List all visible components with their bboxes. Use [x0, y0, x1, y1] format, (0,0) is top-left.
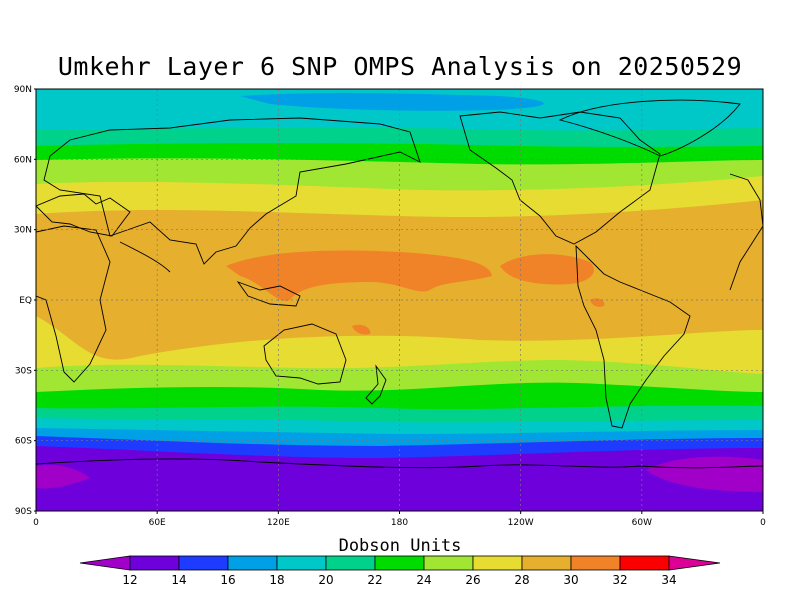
min-region-west [36, 464, 90, 489]
colorbar-segment [129, 555, 180, 571]
colorbar-tick-label: 30 [563, 573, 578, 587]
max-region-south-america [590, 298, 605, 307]
lon-tick-label: 0 [33, 518, 39, 528]
colorbar-tick-label: 26 [465, 573, 480, 587]
lon-tick-label: 60E [149, 518, 166, 528]
colorbar-tick-label: 32 [612, 573, 627, 587]
latitude-axis: 90N 60N 30N EQ 30S 60S 90S [14, 85, 36, 517]
band-south-14 [36, 446, 763, 511]
colorbar-segment [423, 555, 474, 571]
coastlines [36, 99, 763, 469]
colorbar-tick-label: 12 [122, 573, 137, 587]
colorbar-segment [325, 555, 376, 571]
lat-tick-label: 90S [15, 507, 32, 517]
colorbar-segment [276, 555, 327, 571]
colorbar-segment [374, 555, 425, 571]
min-region-east [646, 456, 763, 492]
lon-tick-label: 120E [267, 518, 290, 528]
lat-tick-label: 30N [14, 226, 32, 236]
lon-tick-label: 120W [508, 518, 534, 528]
max-region-south-pacific [352, 324, 371, 335]
lon-tick-label: 0 [760, 518, 766, 528]
lat-tick-label: EQ [19, 296, 32, 306]
colorbar-title: Dobson Units [338, 536, 462, 556]
lat-tick-label: 60N [14, 155, 32, 165]
colorbar-min-triangle [79, 555, 131, 571]
band-north-18 [240, 92, 544, 111]
colorbar: 12 14 16 18 20 22 24 26 28 30 32 34 [79, 555, 721, 587]
max-region-east-pacific [500, 254, 594, 285]
colorbar-tick-label: 24 [416, 573, 431, 587]
lat-tick-label: 60S [15, 437, 32, 447]
colorbar-segment [472, 555, 523, 571]
lon-tick-label: 180 [391, 518, 408, 528]
colorbar-segment [227, 555, 278, 571]
lat-tick-label: 90N [14, 85, 32, 95]
colorbar-segment [521, 555, 572, 571]
lat-tick-label: 30S [15, 366, 32, 376]
colorbar-max-triangle [668, 555, 721, 571]
longitude-axis: 0 60E 120E 180 120W 60W 0 [33, 511, 766, 528]
colorbar-tick-label: 20 [318, 573, 333, 587]
colorbar-tick-label: 28 [514, 573, 529, 587]
colorbar-segment [178, 555, 229, 571]
lon-tick-label: 60W [632, 518, 652, 528]
map-gridlines [36, 89, 763, 511]
colorbar-tick-label: 18 [269, 573, 284, 587]
map-title: Umkehr Layer 6 SNP OMPS Analysis on 2025… [57, 52, 743, 81]
colorbar-segment [619, 555, 670, 571]
map-plot-area [36, 89, 763, 511]
colorbar-tick-label: 22 [367, 573, 382, 587]
colorbar-tick-label: 16 [220, 573, 235, 587]
max-region-west-pacific [226, 250, 492, 301]
colorbar-segment [570, 555, 621, 571]
colorbar-tick-label: 14 [171, 573, 186, 587]
colorbar-tick-label: 34 [661, 573, 676, 587]
